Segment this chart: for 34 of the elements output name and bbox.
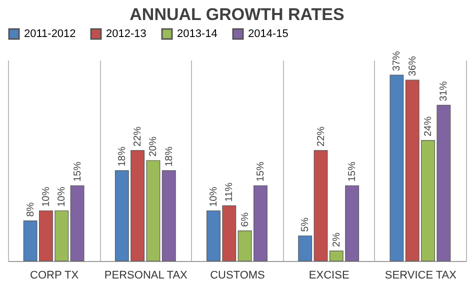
legend-label: 2013-14 bbox=[177, 28, 218, 40]
data-label: 2% bbox=[331, 232, 342, 247]
bar bbox=[390, 74, 404, 262]
data-label: 10% bbox=[40, 186, 52, 207]
data-label: 15% bbox=[72, 162, 84, 182]
x-tick-label: EXCISE bbox=[308, 270, 350, 282]
data-label: 15% bbox=[347, 162, 358, 182]
bar bbox=[298, 236, 312, 262]
x-tick-label: CUSTOMS bbox=[210, 270, 265, 282]
data-label: 8% bbox=[25, 202, 36, 217]
x-tick-label: CORP TX bbox=[30, 270, 80, 282]
data-label: 18% bbox=[164, 146, 175, 167]
bar bbox=[70, 185, 84, 262]
data-label: 22% bbox=[316, 126, 327, 146]
data-label: 20% bbox=[148, 136, 160, 156]
data-label: 11% bbox=[224, 182, 236, 202]
bar bbox=[162, 170, 176, 262]
data-label: 22% bbox=[132, 126, 144, 146]
data-label: 10% bbox=[56, 186, 68, 207]
x-tick-label: PERSONAL TAX bbox=[104, 270, 188, 282]
x-tick-label: SERVICE TAX bbox=[384, 270, 458, 282]
data-label: 6% bbox=[240, 212, 251, 227]
data-label: 15% bbox=[255, 162, 266, 182]
data-label: 5% bbox=[300, 217, 312, 232]
data-label: 31% bbox=[438, 81, 450, 102]
chart-title: ANNUAL GROWTH RATES bbox=[130, 5, 344, 24]
data-label: 36% bbox=[407, 56, 418, 76]
legend-label: 2014-15 bbox=[248, 28, 288, 40]
data-label: 10% bbox=[208, 186, 220, 207]
legend-label: 2012-13 bbox=[106, 28, 146, 40]
data-label: 18% bbox=[116, 146, 128, 167]
legend-label: 2011-2012 bbox=[24, 28, 76, 40]
data-label: 37% bbox=[392, 50, 403, 72]
data-label: 24% bbox=[423, 116, 434, 136]
